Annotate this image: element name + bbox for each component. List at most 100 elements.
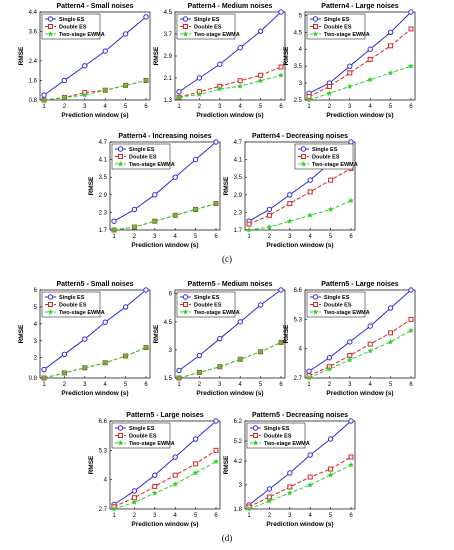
- data-point: [257, 77, 264, 84]
- plot-frame: [109, 141, 221, 231]
- data-point: [61, 369, 68, 376]
- series-line: [248, 420, 352, 506]
- data-point: [237, 83, 244, 89]
- y-tick-label: 5: [34, 305, 38, 311]
- data-point: [151, 218, 158, 224]
- data-point: [266, 223, 273, 230]
- y-tick-label: 6: [34, 288, 38, 294]
- legend-label: Double ES: [129, 434, 157, 440]
- chart-title: Pattern5 - Small noises: [56, 281, 133, 288]
- data-point: [176, 94, 182, 100]
- x-tick-label: 5: [329, 234, 333, 240]
- data-point: [266, 206, 273, 213]
- x-axis-label: Prediction window (s): [61, 112, 128, 119]
- legend-label: Double ES: [324, 25, 352, 31]
- y-tick-label: 3: [169, 348, 173, 354]
- chart-panel: Pattern5 - Large noises 1 2 3 4 5 6 2.7 4 5.3 6.6 P…: [88, 412, 221, 528]
- x-tick-label: 5: [329, 513, 333, 519]
- legend-marker: [312, 294, 319, 300]
- legend-marker: [118, 154, 123, 159]
- y-axis-label: RMSE: [153, 46, 160, 65]
- x-tick-label: 2: [198, 382, 202, 388]
- chart-title: Pattern5 - Large noises: [321, 281, 399, 288]
- plot-frame: [39, 11, 151, 101]
- data-point: [111, 218, 117, 224]
- x-tick-label: 1: [112, 234, 116, 240]
- chart-title: Pattern4 - Small noises: [56, 3, 133, 10]
- x-tick-label: 1: [247, 513, 251, 519]
- data-point: [216, 363, 223, 370]
- legend-label: Two-stage EWMA: [194, 32, 240, 38]
- data-point: [387, 338, 394, 345]
- y-tick-label: 2.9: [99, 193, 108, 199]
- legend-marker: [183, 302, 188, 307]
- x-tick-label: 2: [328, 382, 332, 388]
- legend-marker: [300, 160, 307, 167]
- legend-label: Double ES: [312, 155, 340, 161]
- data-point: [408, 316, 414, 322]
- x-axis-label: Prediction window (s): [61, 390, 128, 397]
- data-point: [367, 46, 373, 52]
- chart-panel: Pattern4 - Medium noises 1 2 3 4 5 6 1.3 2.1 2.9 3…: [153, 3, 286, 119]
- y-axis-label: RMSE: [88, 455, 95, 474]
- legend-label: Double ES: [129, 155, 157, 161]
- data-point: [192, 469, 199, 476]
- data-point: [172, 472, 178, 478]
- data-point: [367, 341, 373, 347]
- data-point: [408, 287, 414, 293]
- x-tick-label: 3: [348, 104, 352, 110]
- x-tick-label: 5: [259, 104, 263, 110]
- data-point: [213, 418, 219, 424]
- legend-marker: [118, 433, 123, 438]
- legend-marker: [252, 425, 259, 431]
- y-tick-label: 1.7: [234, 228, 243, 234]
- data-point: [387, 305, 394, 311]
- legend-marker: [47, 16, 54, 22]
- chart-panel: Pattern4 - Increasing noises 1 2 3 4 5 6 1.7 2.3…: [88, 133, 221, 249]
- y-tick-label: 4: [34, 322, 38, 328]
- y-tick-label: 1.6: [29, 78, 38, 84]
- legend-label: Double ES: [264, 434, 292, 440]
- data-point: [213, 200, 219, 207]
- x-tick-label: 6: [409, 104, 413, 110]
- x-tick-label: 6: [349, 234, 353, 240]
- x-tick-label: 6: [214, 234, 218, 240]
- x-tick-label: 4: [369, 382, 373, 388]
- data-point: [307, 212, 314, 218]
- data-point: [131, 499, 138, 505]
- x-tick-label: 4: [104, 382, 108, 388]
- data-point: [102, 48, 108, 54]
- x-tick-label: 5: [124, 104, 128, 110]
- series-line: [308, 318, 412, 377]
- x-tick-label: 5: [389, 382, 393, 388]
- data-point: [347, 339, 353, 345]
- y-tick-label: 2.9: [234, 193, 243, 199]
- plot-frame: [304, 289, 416, 379]
- y-tick-label: 1.3: [164, 98, 173, 104]
- series-line: [308, 28, 412, 98]
- y-tick-label: 2.3: [99, 210, 108, 216]
- plot-frame: [174, 289, 286, 379]
- data-point: [367, 347, 374, 354]
- data-point: [193, 461, 199, 467]
- x-tick-label: 6: [214, 513, 218, 519]
- y-tick-label: 2.4: [29, 59, 38, 65]
- data-point: [307, 177, 313, 183]
- data-point: [246, 505, 252, 512]
- y-axis-label: RMSE: [18, 324, 25, 343]
- x-tick-label: 5: [194, 513, 198, 519]
- legend-label: Single ES: [59, 295, 85, 301]
- series-line: [113, 203, 217, 231]
- series-line: [43, 79, 147, 101]
- legend-label: Double ES: [324, 303, 352, 309]
- data-point: [122, 31, 129, 37]
- legend-label: Double ES: [194, 303, 222, 309]
- data-point: [287, 484, 293, 490]
- legend-label: Double ES: [59, 303, 87, 309]
- data-point: [143, 77, 149, 83]
- legend-marker: [47, 30, 54, 37]
- x-tick-label: 5: [389, 104, 393, 110]
- legend-marker: [117, 425, 124, 431]
- data-point: [237, 356, 244, 362]
- chart-panel: Pattern5 - Large noises 1 2 3 4 5 6 2.7 4 5.3 6.6 P…: [283, 281, 416, 397]
